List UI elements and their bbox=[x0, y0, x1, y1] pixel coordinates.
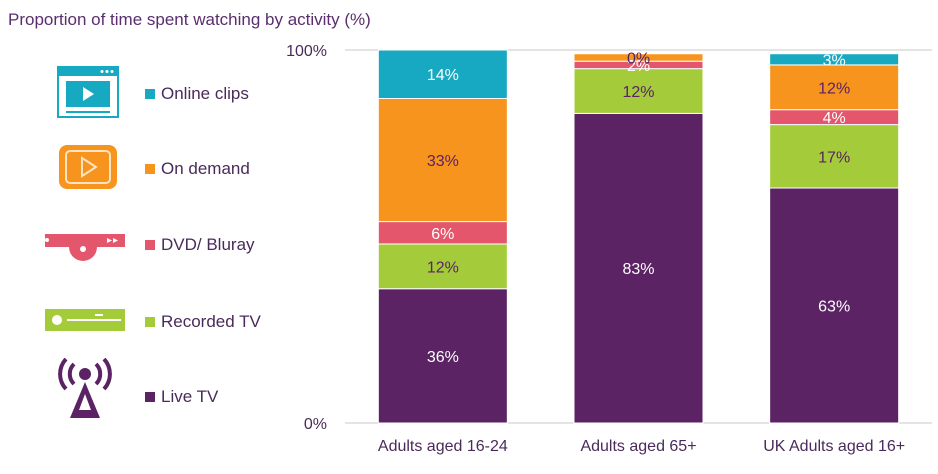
x-tick-label: UK Adults aged 16+ bbox=[763, 438, 905, 455]
data-label: 83% bbox=[622, 261, 654, 278]
legend-label: Online clips bbox=[161, 84, 249, 103]
bar-segment bbox=[377, 49, 508, 99]
data-label: 4% bbox=[823, 110, 846, 127]
bar-segment bbox=[769, 53, 900, 66]
data-label: 12% bbox=[622, 84, 654, 101]
legend-swatch bbox=[145, 317, 155, 327]
bar-segment bbox=[573, 53, 704, 62]
data-label: 36% bbox=[427, 349, 459, 366]
video-player-icon bbox=[57, 66, 119, 118]
bar-segment bbox=[377, 243, 508, 290]
x-tick-label: Adults aged 16-24 bbox=[378, 438, 508, 455]
dvd-player-icon bbox=[45, 234, 125, 261]
play-button-icon bbox=[59, 145, 117, 189]
legend-item-dvd-bluray: DVD/ Bluray bbox=[145, 234, 255, 256]
set-top-box-icon bbox=[45, 309, 125, 331]
legend-label: DVD/ Bluray bbox=[161, 235, 255, 254]
bar-segment bbox=[377, 97, 508, 223]
legend-item-recorded-tv: Recorded TV bbox=[145, 311, 261, 333]
legend-swatch bbox=[145, 392, 155, 402]
data-label: 6% bbox=[431, 226, 454, 243]
bar-segment bbox=[377, 288, 508, 424]
bar-segment bbox=[769, 64, 900, 111]
data-label: 3% bbox=[823, 52, 846, 69]
y-tick-label: 100% bbox=[286, 43, 327, 60]
y-tick-label: 0% bbox=[304, 416, 327, 433]
broadcast-tower-icon bbox=[58, 358, 112, 418]
chart-title: Proportion of time spent watching by act… bbox=[8, 10, 371, 29]
data-label: 12% bbox=[818, 80, 850, 97]
data-label: 14% bbox=[427, 67, 459, 84]
bar-segment bbox=[769, 124, 900, 189]
legend-swatch bbox=[145, 164, 155, 174]
legend-label: On demand bbox=[161, 159, 250, 178]
data-label: 17% bbox=[818, 149, 850, 166]
x-tick-label: Adults aged 65+ bbox=[580, 438, 696, 455]
bar-segment bbox=[573, 112, 704, 424]
legend-item-live-tv: Live TV bbox=[145, 386, 218, 408]
legend-label: Live TV bbox=[161, 387, 219, 406]
legend-item-online-clips: Online clips bbox=[145, 83, 249, 105]
bar-segment bbox=[573, 68, 704, 114]
legend-swatch bbox=[145, 240, 155, 250]
bar-segment bbox=[769, 187, 900, 424]
legend-swatch bbox=[145, 89, 155, 99]
data-label: 63% bbox=[818, 299, 850, 316]
legend-label: Recorded TV bbox=[161, 312, 261, 331]
legend-item-on-demand: On demand bbox=[145, 158, 250, 180]
data-label: 0% bbox=[627, 50, 650, 67]
data-label: 33% bbox=[427, 153, 459, 170]
data-label: 12% bbox=[427, 259, 459, 276]
data-label: 2% bbox=[627, 58, 650, 75]
